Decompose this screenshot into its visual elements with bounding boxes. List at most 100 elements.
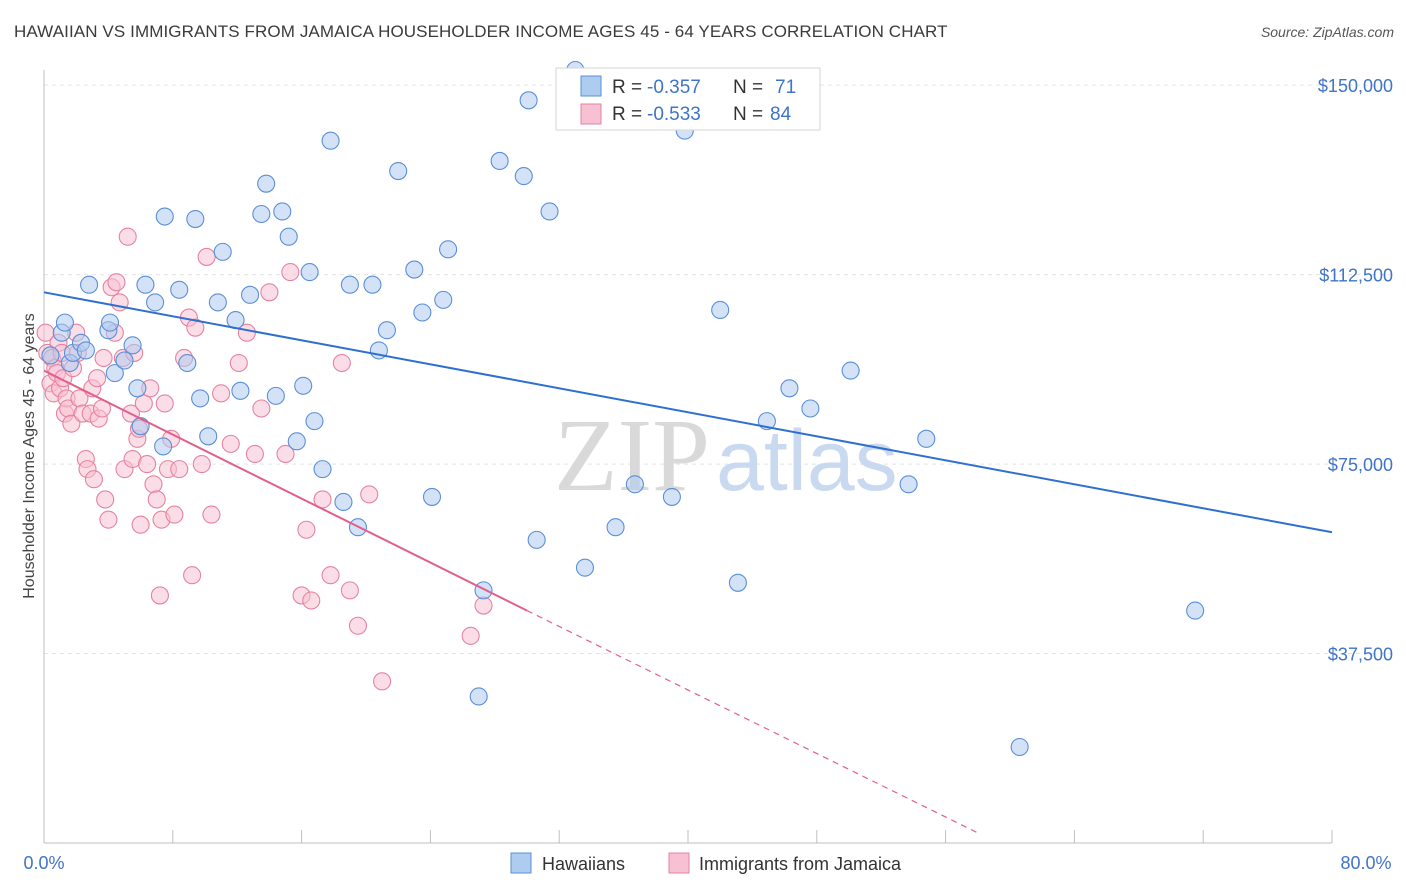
- point-hawaiians-60: [575, 558, 595, 577]
- x-ticks: [43, 830, 1333, 843]
- point-jamaica-60: [192, 455, 211, 474]
- point-jamaica-61: [197, 247, 216, 266]
- point-hawaiians-33: [279, 227, 298, 246]
- source-label: Source: ZipAtlas.com: [1260, 24, 1394, 40]
- point-hawaiians-6: [76, 341, 95, 360]
- trend-line-hawaiians: [43, 291, 1333, 534]
- point-hawaiians-23: [199, 427, 218, 446]
- point-hawaiians-24: [208, 293, 227, 312]
- point-jamaica-37: [118, 227, 137, 246]
- point-hawaiians-35: [294, 376, 313, 395]
- point-jamaica-30: [99, 510, 118, 529]
- correlation-legend: R = -0.357 N = 71 R = -0.533 N = 84: [555, 67, 821, 131]
- point-jamaica-74: [302, 591, 321, 610]
- bottom-legend-jamaica: Immigrants from Jamaica: [699, 854, 902, 874]
- point-hawaiians-66: [728, 573, 747, 592]
- point-hawaiians-63: [662, 487, 681, 506]
- point-jamaica-68: [252, 399, 271, 418]
- point-jamaica-67: [245, 444, 264, 464]
- legend-n-label-1: N =: [733, 77, 763, 98]
- legend-r-label-1: R =: [612, 77, 642, 98]
- point-hawaiians-58: [540, 202, 559, 221]
- legend-n-value-2: 84: [770, 104, 792, 125]
- point-hawaiians-48: [413, 303, 432, 322]
- watermark-zip: ZIP: [554, 398, 710, 513]
- watermark-atlas: atlas: [716, 413, 898, 509]
- legend-r-value-1: -0.357: [647, 77, 701, 98]
- point-hawaiians-7: [80, 275, 99, 294]
- y-tick-label-1: $75,000: [1328, 455, 1393, 475]
- point-hawaiians-55: [514, 167, 533, 186]
- point-jamaica-73: [297, 520, 316, 539]
- point-hawaiians-18: [155, 207, 174, 226]
- series-jamaica-points: [36, 227, 493, 691]
- y-tick-labels: $37,500 $75,000 $112,500 $150,000: [1318, 76, 1393, 664]
- point-hawaiians-34: [287, 432, 306, 451]
- point-jamaica-54: [165, 505, 184, 524]
- point-jamaica-80: [360, 485, 379, 504]
- x-tick-label-min: 0.0%: [23, 853, 64, 873]
- point-jamaica-49: [150, 586, 169, 605]
- point-jamaica-25: [88, 369, 107, 388]
- point-hawaiians-68: [780, 379, 799, 398]
- point-hawaiians-30: [257, 174, 276, 193]
- point-jamaica-82: [461, 626, 480, 645]
- legend-n-label-2: N =: [733, 104, 763, 125]
- point-hawaiians-27: [231, 381, 250, 400]
- point-jamaica-62: [202, 505, 221, 524]
- point-hawaiians-14: [131, 417, 150, 436]
- point-hawaiians-41: [340, 275, 359, 294]
- y-tick-label-0: $37,500: [1328, 645, 1393, 665]
- point-jamaica-64: [221, 434, 240, 453]
- y-tick-label-3: $150,000: [1318, 76, 1393, 96]
- point-jamaica-83: [474, 596, 493, 615]
- legend-swatch-jamaica: [580, 103, 602, 125]
- point-hawaiians-61: [606, 518, 625, 537]
- point-hawaiians-39: [321, 131, 340, 150]
- point-jamaica-77: [332, 353, 351, 373]
- point-jamaica-29: [96, 490, 115, 509]
- point-hawaiians-28: [241, 285, 260, 304]
- point-jamaica-69: [260, 283, 279, 302]
- point-jamaica-71: [281, 263, 300, 282]
- point-hawaiians-25: [213, 242, 232, 261]
- point-hawaiians-29: [252, 204, 271, 224]
- point-jamaica-55: [170, 460, 189, 479]
- point-hawaiians-73: [1010, 737, 1029, 757]
- point-hawaiians-9: [100, 313, 120, 332]
- point-hawaiians-13: [128, 379, 147, 398]
- series-hawaiians-points: [41, 60, 1205, 757]
- x-tick-label-max: 80.0%: [1340, 853, 1391, 873]
- point-hawaiians-16: [146, 293, 165, 312]
- point-hawaiians-53: [474, 581, 493, 600]
- trend-line-jamaica: [43, 369, 528, 612]
- point-jamaica-14: [62, 414, 81, 433]
- y-axis-label: Householder Income Ages 45 - 64 years: [21, 313, 38, 599]
- trend-lines: [43, 291, 1333, 834]
- legend-r-value-2: -0.533: [647, 104, 701, 125]
- point-jamaica-63: [212, 384, 231, 403]
- point-hawaiians-37: [305, 412, 324, 431]
- point-jamaica-51: [155, 394, 174, 413]
- point-hawaiians-38: [313, 460, 332, 479]
- point-hawaiians-50: [434, 290, 453, 309]
- legend-n-value-1: 71: [775, 77, 796, 98]
- point-hawaiians-2: [55, 313, 74, 332]
- point-hawaiians-62: [625, 475, 644, 494]
- point-jamaica-70: [276, 444, 295, 464]
- point-hawaiians-56: [519, 91, 538, 110]
- bottom-legend-swatch-jamaica: [668, 852, 690, 874]
- point-hawaiians-71: [899, 475, 918, 494]
- point-jamaica-76: [321, 566, 340, 585]
- series-legend: Hawaiians Immigrants from Jamaica: [510, 852, 902, 874]
- point-hawaiians-36: [300, 263, 319, 282]
- point-jamaica-45: [137, 455, 157, 474]
- point-hawaiians-46: [389, 161, 408, 181]
- chart-title: HAWAIIAN VS IMMIGRANTS FROM JAMAICA HOUS…: [14, 22, 948, 41]
- point-hawaiians-54: [490, 151, 509, 170]
- point-hawaiians-19: [170, 280, 189, 299]
- legend-swatch-hawaiians: [580, 75, 602, 97]
- point-jamaica-47: [144, 475, 163, 494]
- point-hawaiians-11: [115, 351, 134, 370]
